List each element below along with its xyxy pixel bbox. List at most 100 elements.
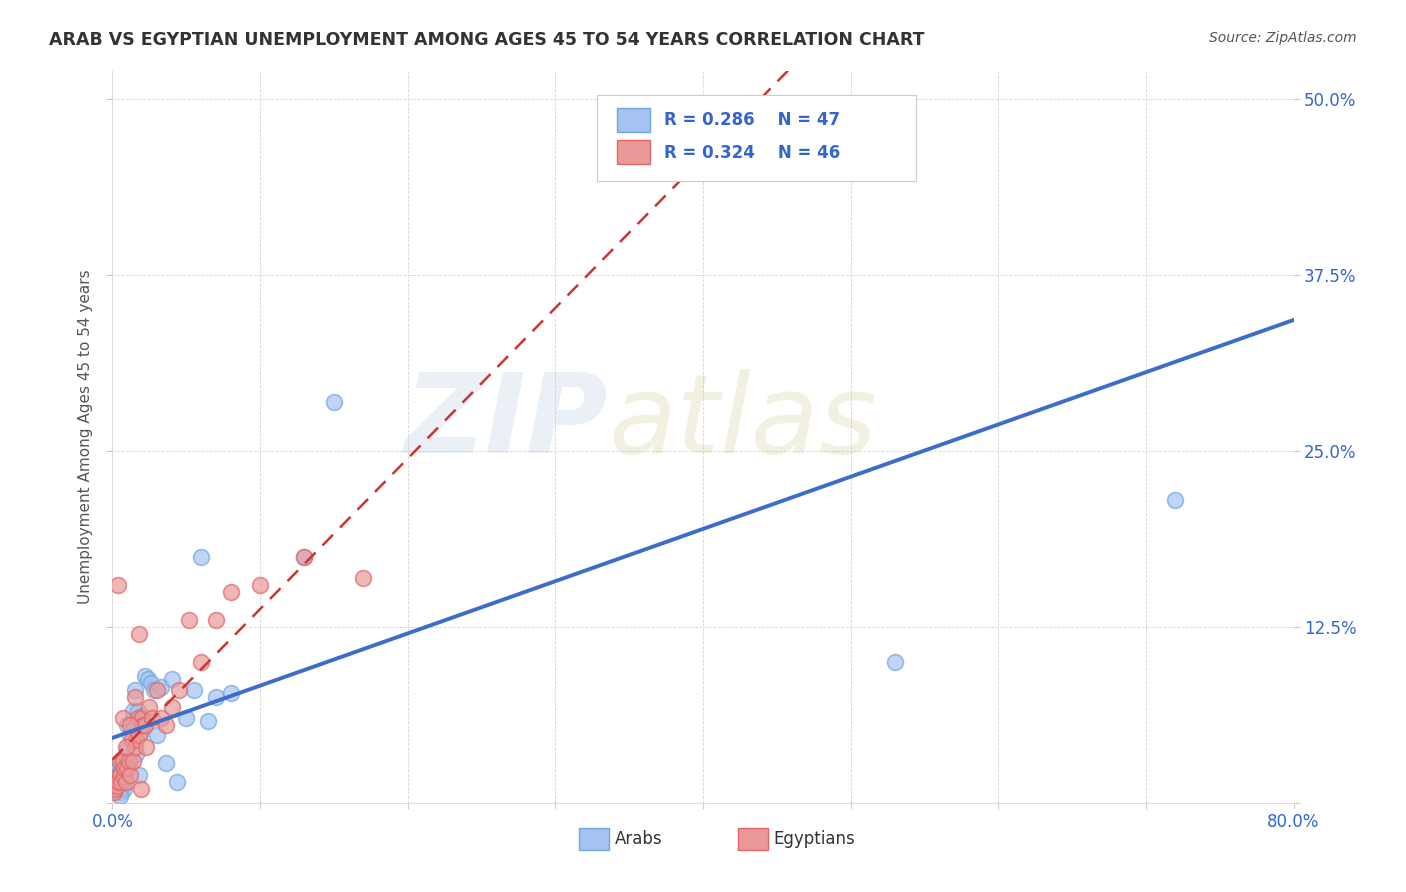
Point bbox=[160, 672, 183, 686]
Point bbox=[114, 751, 136, 765]
Text: ZIP: ZIP bbox=[405, 369, 609, 476]
Point bbox=[190, 549, 212, 564]
Point bbox=[121, 732, 143, 747]
Point bbox=[150, 681, 173, 695]
Text: R = 0.324    N = 46: R = 0.324 N = 46 bbox=[664, 144, 841, 161]
Point bbox=[103, 784, 125, 798]
Point bbox=[108, 756, 131, 771]
Point bbox=[117, 761, 138, 775]
Point bbox=[120, 767, 142, 781]
Point bbox=[105, 779, 128, 793]
Point bbox=[125, 747, 148, 761]
Text: Arabs: Arabs bbox=[614, 830, 662, 848]
FancyBboxPatch shape bbox=[617, 108, 650, 132]
Point bbox=[352, 571, 374, 585]
Text: Source: ZipAtlas.com: Source: ZipAtlas.com bbox=[1209, 31, 1357, 45]
Point bbox=[110, 774, 132, 789]
Point bbox=[155, 756, 177, 771]
Point bbox=[110, 784, 132, 798]
Point bbox=[108, 767, 131, 781]
Point bbox=[662, 149, 685, 163]
Point bbox=[105, 767, 128, 781]
Point bbox=[134, 669, 156, 683]
Point bbox=[128, 767, 150, 781]
Point bbox=[112, 771, 135, 785]
Point bbox=[107, 774, 129, 789]
Point bbox=[118, 756, 141, 771]
Point bbox=[167, 683, 190, 698]
Point bbox=[122, 754, 145, 768]
Point bbox=[136, 672, 159, 686]
Point bbox=[124, 683, 146, 698]
Point bbox=[150, 711, 173, 725]
Point bbox=[142, 683, 165, 698]
Point bbox=[112, 771, 135, 785]
Point bbox=[112, 761, 135, 775]
FancyBboxPatch shape bbox=[596, 95, 915, 181]
Point bbox=[292, 549, 315, 564]
Point bbox=[146, 683, 169, 698]
Point bbox=[114, 774, 136, 789]
Text: Egyptians: Egyptians bbox=[773, 830, 856, 848]
Point bbox=[114, 739, 136, 754]
Point bbox=[121, 714, 143, 729]
Point bbox=[166, 774, 188, 789]
Point bbox=[118, 754, 141, 768]
Point bbox=[127, 711, 149, 725]
Point bbox=[128, 627, 150, 641]
Point bbox=[219, 686, 242, 700]
Point bbox=[120, 718, 142, 732]
Point bbox=[127, 705, 149, 719]
Point bbox=[120, 728, 142, 742]
Point bbox=[146, 728, 169, 742]
Point bbox=[292, 549, 315, 564]
Point bbox=[138, 700, 160, 714]
Point bbox=[174, 711, 197, 725]
Point bbox=[117, 742, 138, 756]
Point bbox=[124, 690, 146, 705]
Point bbox=[139, 676, 162, 690]
Point bbox=[103, 764, 125, 779]
Y-axis label: Unemployment Among Ages 45 to 54 years: Unemployment Among Ages 45 to 54 years bbox=[79, 269, 93, 605]
Point bbox=[107, 578, 129, 592]
Point bbox=[179, 613, 201, 627]
Point bbox=[141, 711, 163, 725]
Point bbox=[108, 779, 131, 793]
Point bbox=[111, 711, 134, 725]
FancyBboxPatch shape bbox=[738, 829, 768, 850]
Text: R = 0.286    N = 47: R = 0.286 N = 47 bbox=[664, 112, 841, 129]
Point bbox=[131, 708, 153, 723]
Point bbox=[107, 781, 129, 796]
Point bbox=[132, 718, 155, 732]
Point bbox=[112, 781, 135, 796]
Point bbox=[111, 761, 134, 775]
Text: atlas: atlas bbox=[609, 369, 877, 476]
Point bbox=[111, 754, 134, 768]
Point bbox=[135, 739, 157, 754]
Point bbox=[190, 655, 212, 669]
Point bbox=[129, 725, 152, 739]
Point bbox=[108, 789, 131, 803]
Point bbox=[134, 718, 156, 732]
Point bbox=[124, 739, 146, 754]
Text: ARAB VS EGYPTIAN UNEMPLOYMENT AMONG AGES 45 TO 54 YEARS CORRELATION CHART: ARAB VS EGYPTIAN UNEMPLOYMENT AMONG AGES… bbox=[49, 31, 925, 49]
Point bbox=[183, 683, 205, 698]
FancyBboxPatch shape bbox=[617, 140, 650, 164]
Point bbox=[105, 771, 128, 785]
Point bbox=[1164, 493, 1187, 508]
Point bbox=[131, 711, 153, 725]
Point bbox=[108, 754, 131, 768]
Point bbox=[125, 732, 148, 747]
Point bbox=[105, 779, 128, 793]
Point bbox=[110, 771, 132, 785]
Point bbox=[197, 714, 219, 729]
Point bbox=[122, 705, 145, 719]
Point bbox=[104, 771, 127, 785]
Point bbox=[129, 781, 152, 796]
Point bbox=[155, 718, 177, 732]
Point bbox=[323, 395, 346, 409]
Point bbox=[128, 728, 150, 742]
Point bbox=[205, 690, 228, 705]
Point bbox=[249, 578, 271, 592]
Point bbox=[160, 700, 183, 714]
